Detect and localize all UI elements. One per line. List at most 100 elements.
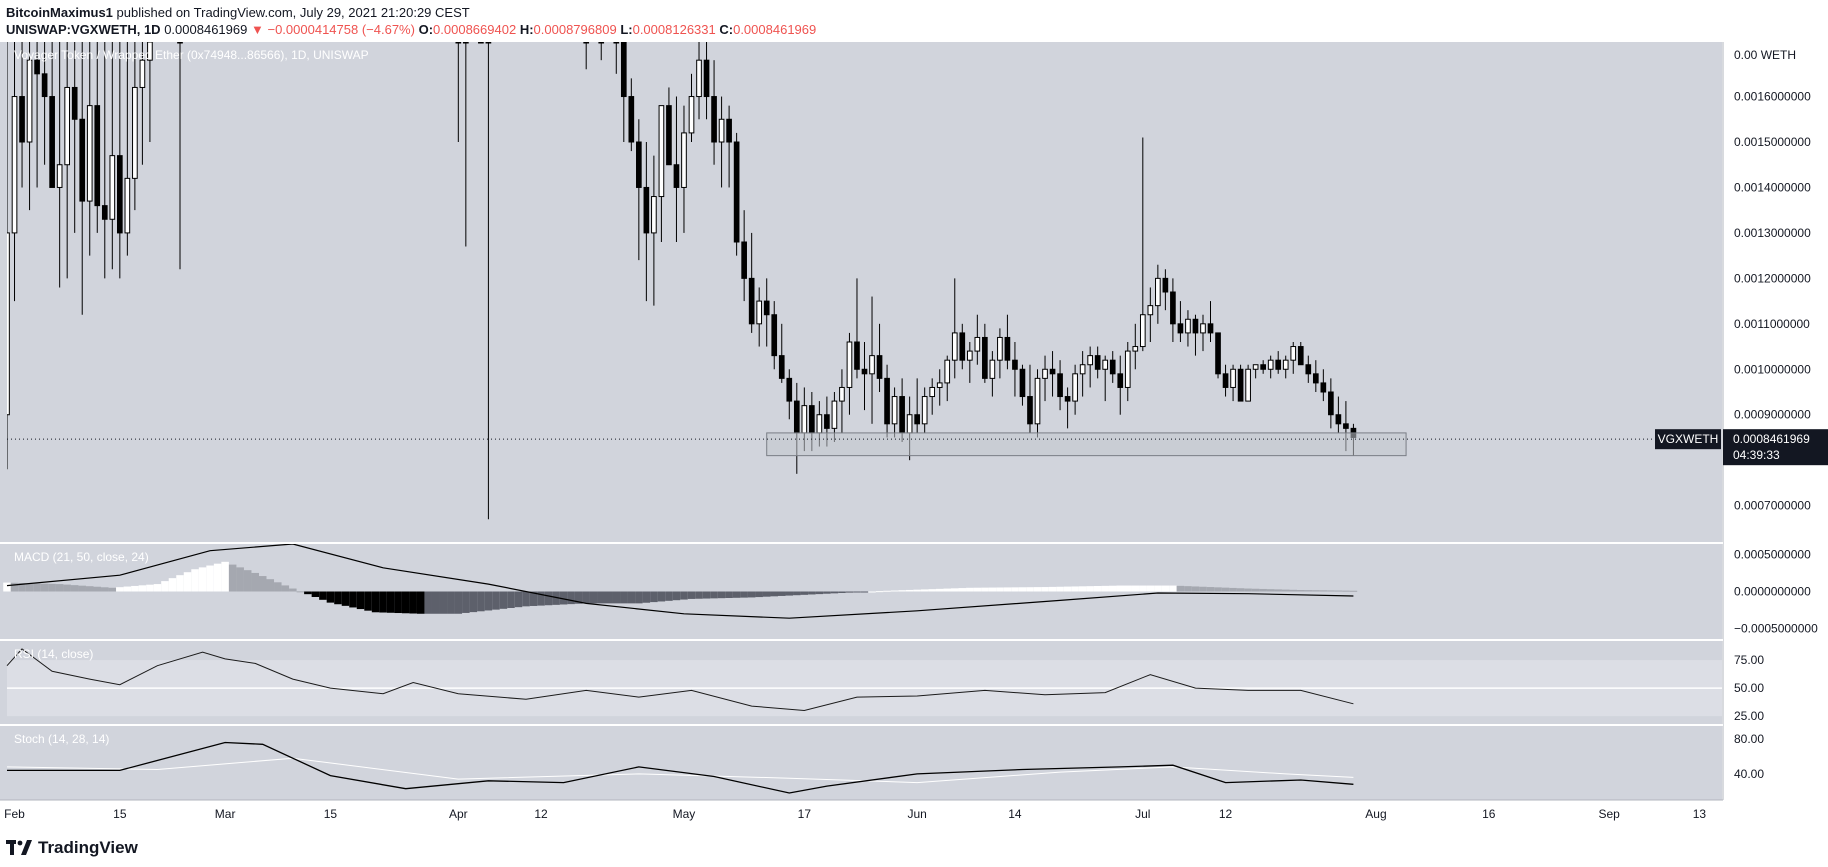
- candle-body: [1155, 277, 1161, 307]
- candle-body: [846, 341, 853, 388]
- macd-histogram-bar: [680, 591, 688, 600]
- macd-histogram-bar: [1048, 586, 1057, 592]
- candle-body: [666, 105, 672, 166]
- macd-histogram-bar: [544, 591, 553, 606]
- macd-histogram-bar: [559, 591, 568, 605]
- candle-body: [951, 332, 958, 361]
- candle-body: [726, 118, 732, 143]
- candle-body: [891, 396, 898, 425]
- candle-body: [478, 42, 484, 44]
- macd-histogram-bar: [1146, 585, 1155, 592]
- symbol-tag-background: [1655, 429, 1721, 450]
- author-name[interactable]: BitcoinMaximus1: [6, 5, 113, 20]
- candle-body: [756, 300, 763, 325]
- macd-histogram-bar: [988, 587, 997, 592]
- macd-histogram-bar: [243, 570, 252, 592]
- time-axis-background: [0, 800, 1828, 832]
- symbol-label[interactable]: UNISWAP:VGXWETH, 1D: [6, 22, 161, 37]
- macd-histogram-bar: [1274, 589, 1282, 592]
- macd-histogram-bar: [815, 591, 824, 595]
- candle-body: [64, 86, 71, 166]
- macd-histogram-bar: [499, 591, 508, 609]
- candle-body: [1207, 323, 1214, 334]
- candle-body: [1305, 364, 1312, 375]
- candle-body: [86, 105, 93, 202]
- macd-histogram-bar: [447, 591, 455, 614]
- time-tick-label: Apr: [449, 807, 468, 821]
- macd-histogram-bar: [800, 591, 809, 595]
- macd-histogram-bar: [168, 578, 177, 592]
- candle-body: [929, 386, 936, 398]
- macd-histogram-bar: [890, 590, 899, 592]
- candle-body: [771, 314, 778, 357]
- tradingview-logo[interactable]: TradingView: [6, 838, 138, 858]
- macd-histogram-bar: [1041, 587, 1049, 592]
- macd-histogram-bar: [258, 576, 267, 592]
- macd-histogram-bar: [567, 591, 575, 605]
- macd-histogram-bar: [416, 591, 425, 614]
- chart-area[interactable]: Voyager Token / Wrapped Ether (0x74948..…: [0, 42, 1828, 832]
- candle-body: [583, 42, 590, 44]
- candle-body: [673, 164, 680, 188]
- candle-body: [147, 42, 153, 61]
- macd-histogram-bar: [793, 591, 801, 596]
- macd-histogram-bar: [770, 591, 778, 597]
- macd-histogram-bar: [537, 591, 545, 606]
- macd-histogram-bar: [469, 591, 478, 613]
- macd-histogram-bar: [477, 591, 485, 612]
- candle-body: [101, 205, 108, 220]
- macd-histogram-bar: [1026, 587, 1034, 592]
- candle-body: [124, 177, 131, 234]
- macd-histogram-bar: [1334, 590, 1343, 592]
- time-tick-label: Mar: [215, 807, 236, 821]
- macd-histogram-bar: [928, 589, 936, 592]
- candle-body: [824, 414, 830, 429]
- chart-header: BitcoinMaximus1 published on TradingView…: [0, 0, 1828, 42]
- stoch-tick-label: 80.00: [1734, 732, 1764, 746]
- macd-histogram-bar: [424, 591, 432, 614]
- candle-body: [19, 96, 25, 143]
- candle-body: [49, 96, 55, 188]
- candle-body: [1185, 318, 1191, 334]
- time-tick-label: Jun: [907, 807, 926, 821]
- macd-histogram-bar: [808, 591, 816, 595]
- candle-body: [982, 336, 988, 379]
- macd-histogram-bar: [935, 588, 944, 592]
- close-value: 0.0008461969: [733, 22, 817, 37]
- macd-histogram-bar: [213, 563, 222, 592]
- macd-histogram-bar: [1289, 589, 1298, 592]
- macd-histogram-bar: [823, 591, 831, 594]
- macd-histogram-bar: [1297, 590, 1305, 592]
- macd-histogram-bar: [394, 591, 402, 614]
- macd-histogram-bar: [1056, 586, 1064, 592]
- candle-body: [455, 42, 462, 44]
- macd-histogram-bar: [920, 589, 929, 592]
- macd-histogram-bar: [1244, 588, 1252, 592]
- macd-histogram-bar: [1093, 586, 1102, 592]
- macd-histogram-bar: [1206, 587, 1215, 592]
- macd-histogram-bar: [1003, 587, 1012, 592]
- price-tick-label: 0.0014000000: [1734, 180, 1811, 194]
- candle-body: [688, 96, 695, 134]
- macd-histogram-bar: [552, 591, 560, 605]
- macd-tick-label: 0.0005000000: [1734, 547, 1811, 561]
- candle-body: [94, 105, 101, 207]
- candle-body: [485, 42, 492, 44]
- candle-body: [1252, 364, 1259, 370]
- candle-body: [7, 232, 10, 416]
- macd-histogram-bar: [70, 585, 79, 592]
- pane-background-3: [7, 726, 1722, 800]
- candle-body: [1177, 323, 1184, 334]
- candle-body: [620, 42, 627, 98]
- macd-histogram-bar: [981, 587, 989, 592]
- macd-histogram-bar: [116, 587, 124, 592]
- price-tick-label: 0.0011000000: [1734, 317, 1810, 331]
- price-tag-countdown: 04:39:33: [1733, 448, 1780, 462]
- candle-body: [959, 332, 966, 361]
- macd-histogram-bar: [93, 586, 102, 592]
- macd-histogram-bar: [958, 588, 967, 592]
- candle-body: [132, 86, 138, 179]
- macd-line: [6, 543, 1354, 619]
- candle-body: [1139, 314, 1146, 348]
- open-value: 0.0008669402: [433, 22, 517, 37]
